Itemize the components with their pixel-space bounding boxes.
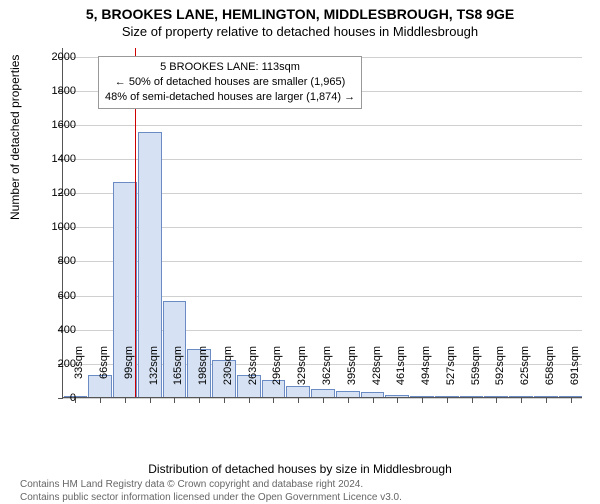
plot-area: 33sqm66sqm99sqm132sqm165sqm198sqm230sqm2… <box>62 48 582 398</box>
x-tick-label: 461sqm <box>395 346 407 406</box>
y-tick-label: 1400 <box>36 153 76 165</box>
x-tick-label: 527sqm <box>445 346 457 406</box>
gridline <box>63 125 582 126</box>
x-tick-label: 99sqm <box>123 346 135 406</box>
y-tick-label: 1600 <box>36 119 76 131</box>
footer-line2: Contains public sector information licen… <box>20 491 588 504</box>
x-tick-label: 494sqm <box>420 346 432 406</box>
x-tick-label: 559sqm <box>470 346 482 406</box>
x-tick-label: 296sqm <box>271 346 283 406</box>
y-tick-label: 200 <box>36 358 76 370</box>
annotation-line: 5 BROOKES LANE: 113sqm <box>105 60 355 75</box>
y-axis-label: Number of detached properties <box>8 55 22 220</box>
y-tick-label: 1000 <box>36 221 76 233</box>
y-tick-label: 400 <box>36 324 76 336</box>
x-axis-label: Distribution of detached houses by size … <box>0 462 600 476</box>
x-tick-label: 625sqm <box>519 346 531 406</box>
annotation-line: ← 50% of detached houses are smaller (1,… <box>105 75 355 90</box>
y-tick-label: 1800 <box>36 85 76 97</box>
y-tick-label: 2000 <box>36 51 76 63</box>
annotation-line: 48% of semi-detached houses are larger (… <box>105 90 355 105</box>
x-tick-label: 691sqm <box>569 346 581 406</box>
footer-line1: Contains HM Land Registry data © Crown c… <box>20 478 588 491</box>
y-tick-label: 800 <box>36 255 76 267</box>
x-tick-label: 395sqm <box>346 346 358 406</box>
x-tick-label: 230sqm <box>222 346 234 406</box>
x-tick-label: 428sqm <box>371 346 383 406</box>
x-tick-label: 362sqm <box>321 346 333 406</box>
chart-title-main: 5, BROOKES LANE, HEMLINGTON, MIDDLESBROU… <box>0 6 600 22</box>
y-tick-label: 0 <box>36 392 76 404</box>
x-tick-label: 66sqm <box>98 346 110 406</box>
histogram-chart: 5, BROOKES LANE, HEMLINGTON, MIDDLESBROU… <box>0 0 600 500</box>
x-tick-label: 263sqm <box>247 346 259 406</box>
x-tick-label: 658sqm <box>544 346 556 406</box>
x-tick-label: 132sqm <box>148 346 160 406</box>
annotation-box: 5 BROOKES LANE: 113sqm← 50% of detached … <box>98 56 362 109</box>
y-tick-label: 1200 <box>36 187 76 199</box>
y-tick-label: 600 <box>36 290 76 302</box>
footer-attribution: Contains HM Land Registry data © Crown c… <box>20 478 588 504</box>
x-tick-label: 592sqm <box>494 346 506 406</box>
x-tick-label: 165sqm <box>172 346 184 406</box>
x-tick-label: 329sqm <box>296 346 308 406</box>
x-tick-label: 198sqm <box>197 346 209 406</box>
chart-title-sub: Size of property relative to detached ho… <box>0 24 600 39</box>
